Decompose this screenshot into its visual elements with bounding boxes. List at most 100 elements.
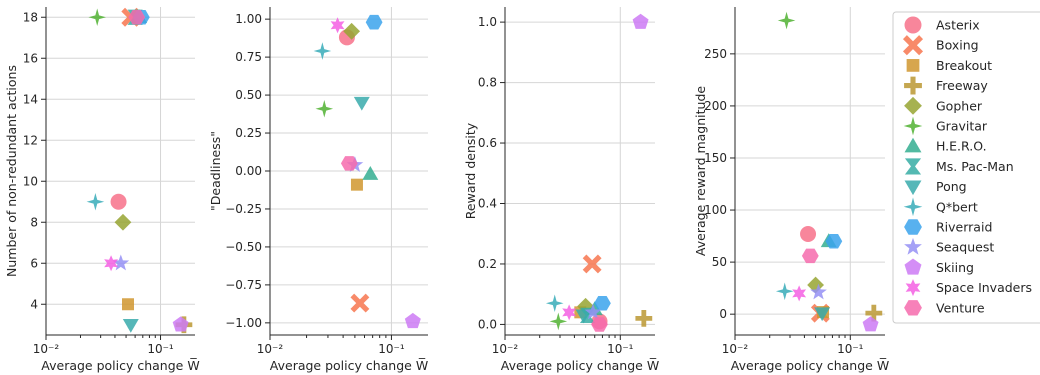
y-tick-label: −1.00 [225,316,262,330]
y-axis-label: "Deadliness" [208,131,223,211]
legend-marker-h-e-r-o [904,137,922,153]
legend-label-pong: Pong [936,179,967,194]
point-boxing [582,254,602,274]
point-venture [801,248,819,264]
y-tick-label: 16 [23,51,38,65]
legend-label-skiing: Skiing [936,260,974,275]
x-axis-label: Average policy change W̅ [270,358,428,373]
y-tick-label: 0.00 [235,164,262,178]
legend-marker-ms-pac-man [904,158,922,175]
legend-label-gopher: Gopher [936,98,983,113]
x-axis-label: Average policy change W̅ [501,358,659,373]
legend-label-asterix: Asterix [936,18,980,33]
legend-frame [892,11,1040,324]
legend-marker-q-bert [903,197,923,217]
x-tick-label: 10⁻¹ [378,342,405,356]
point-freeway [635,309,653,327]
point-pong [814,307,831,322]
y-axis-label: Reward density [463,122,478,219]
legend-marker-gravitar [903,116,923,136]
y-tick-label: 0 [719,307,727,321]
legend-label-seaquest: Seaquest [936,240,994,255]
y-tick-label: 1.0 [478,15,497,29]
y-tick-label: 10 [23,174,38,188]
y-tick-label: 250 [704,47,727,61]
y-tick-label: 12 [23,133,38,147]
y-tick-label: 100 [704,203,727,217]
y-tick-label: 6 [30,256,38,270]
point-breakout [350,178,363,191]
y-tick-label: 0.0 [478,317,497,331]
y-tick-label: 0.50 [235,88,262,102]
point-venture [340,156,358,171]
point-gopher [343,22,361,40]
x-tick-label: 10⁻² [33,342,60,356]
axis-spine [504,7,655,336]
y-tick-label: 0.75 [235,50,262,64]
point-riverraid [365,14,383,30]
point-gravitar [549,312,568,331]
point-space-invaders [104,255,118,272]
x-axis-label: Average policy change W̅ [731,358,889,373]
point-venture [128,9,146,25]
y-tick-label: 0.8 [478,76,497,90]
point-space-invaders [330,17,345,34]
legend-marker-space-invaders [905,279,921,297]
legend-label-gravitar: Gravitar [936,119,988,134]
point-seaquest [112,254,130,271]
legend-label-breakout: Breakout [936,58,992,73]
point-gravitar [88,8,107,27]
panel-2: 10⁻² 10⁻¹ −1.00 −0.75 −0.50 −0.25 0.00 0.25 0.50… [208,7,428,373]
x-tick-label: 10⁻² [722,342,749,356]
legend-marker-boxing [902,35,924,56]
point-riverraid [594,295,611,311]
point-skiing [862,316,879,332]
legend-marker-freeway [904,76,922,95]
legend-label-freeway: Freeway [936,78,988,93]
y-tick-label: −0.75 [225,278,262,292]
point-gravitar [315,99,334,118]
legend-marker-gopher [904,96,922,115]
point-space-invaders [792,285,807,302]
point-asterix [110,193,127,210]
point-breakout [122,298,135,311]
point-q-bert [545,294,564,313]
x-tick-label: 10⁻¹ [147,342,174,356]
legend-marker-asterix [904,16,922,34]
y-tick-label: 0.2 [478,257,497,271]
axis-spine [45,7,195,336]
y-tick-label: 14 [23,92,38,106]
point-pong [575,309,592,324]
point-gravitar [777,11,796,30]
point-space-invaders [562,304,577,321]
x-tick-label: 10⁻² [492,342,519,356]
y-tick-label: 8 [30,215,38,229]
point-riverraid [825,234,843,249]
x-tick-label: 10⁻² [257,342,284,356]
point-skiing [632,13,649,29]
point-asterix [800,225,817,242]
chart-panels: 10⁻² 10⁻¹ 4 6 8 10 12 14 16 18 Average policy chan… [4,7,889,373]
y-tick-label: −0.25 [225,202,262,216]
x-axis-label: Average policy change W̅ [41,358,199,373]
legend-label-space-invaders: Space Invaders [936,280,1032,295]
point-seaquest [584,303,602,320]
y-tick-label: 150 [704,151,727,165]
legend: Asterix Boxing Breakout Freeway Gopher Gravit… [892,11,1040,324]
legend-marker-skiing [904,258,922,275]
legend-label-ms-pac-man: Ms. Pac-Man [936,159,1014,174]
y-tick-label: 4 [30,297,38,311]
point-gopher [114,213,132,231]
panel-4: 10⁻² 10⁻¹ 0 50 100 150 200 250 Average policy ch… [693,7,889,373]
legend-label-venture: Venture [936,300,985,315]
point-venture [591,317,608,332]
panel-3: 10⁻² 10⁻¹ 0.0 0.2 0.4 0.6 0.8 1.0 Average policy… [463,7,659,373]
y-tick-label: 50 [712,255,727,269]
y-tick-label: 1.00 [235,12,262,26]
point-pong [122,318,139,333]
legend-marker-seaquest [904,237,922,255]
point-q-bert [86,192,105,211]
legend-marker-breakout [906,59,920,72]
point-skiing [404,312,421,329]
